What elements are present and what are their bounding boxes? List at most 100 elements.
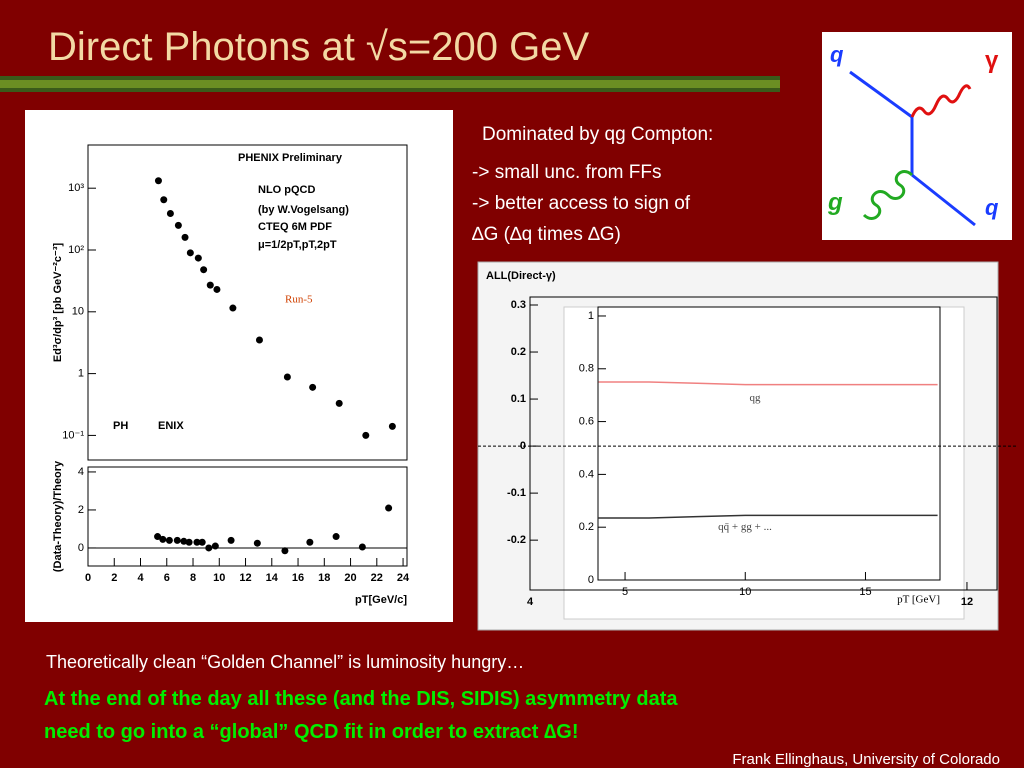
data-point [213,285,221,293]
x-tick-label: 5 [622,586,628,598]
data-point [180,537,188,545]
y-tick-label: 2 [78,504,84,516]
x-tick-label: 15 [859,586,871,598]
x-tick-label: 20 [344,572,356,584]
annotation: PHENIX Preliminary [238,152,343,164]
data-point [174,221,182,229]
photon-label: γ [985,47,999,74]
y-tick-label: 0.8 [579,363,594,375]
y-tick-label: 4 [78,466,84,478]
y-tick-label: -0.1 [507,487,526,499]
x-axis-label: pT[GeV/c] [355,594,407,606]
annotation: (by W.Vogelsang) [258,204,349,216]
x-tick-label: 10 [213,572,225,584]
plot-frame [529,296,998,591]
x-tick-label: 16 [292,572,304,584]
y-tick-label: 0.4 [579,468,594,480]
chart-title: ALL(Direct-γ) [486,270,556,282]
phenix-panel [25,110,453,622]
plot-frame [87,466,408,567]
annotation: PH [113,420,128,432]
data-point [194,254,202,262]
annotation: CTEQ 6M PDF [258,221,332,233]
footer: Frank Ellinghaus, University of Colorado [732,751,1000,768]
data-point [388,422,396,430]
data-point [211,542,219,550]
photon-line [910,84,972,118]
data-point [227,536,235,544]
y-tick-label: 1 [78,368,84,380]
quark-label: q [830,42,844,67]
x-tick-label: 14 [266,572,279,584]
y-axis-label: Ed³σ/dp³ [pb GeV⁻²c⁻³] [52,242,64,362]
data-point [154,177,162,185]
data-point [335,399,343,407]
data-point [253,539,261,547]
data-point [255,336,263,344]
heading: Dominated by qg Compton: [482,124,713,145]
bullet: -> small unc. from FFs [472,162,662,183]
title-bar-inner [0,80,780,88]
series-line [598,381,938,386]
y-axis-label: (Data-Theory)/Theory [52,460,64,572]
plot-frame [597,306,941,581]
data-point [200,266,208,274]
x-tick-label: 18 [318,572,330,584]
remark: Theoretically clean “Golden Channel” is … [46,652,524,672]
plot-frame [87,144,408,461]
feynman-box [822,32,1012,240]
data-point [206,281,214,289]
x-tick-label: 12 [239,572,251,584]
bullet: -> better access to sign of [472,193,691,214]
data-point [186,249,194,257]
data-point [332,533,340,541]
y-tick-label: 1 [588,310,594,322]
quark-label: q [985,195,999,220]
y-tick-label: 10² [68,244,84,256]
feynman-lines [849,70,976,227]
x-tick-label: 24 [397,572,410,584]
y-tick-label: 10 [72,306,84,318]
data-point [181,233,189,241]
data-point [309,383,317,391]
x-tick-label: 4 [137,572,144,584]
conclusion: need to go into a “global” QCD fit in or… [44,721,578,743]
x-axis-label: pT [GeV] [897,594,940,606]
data-point [193,538,201,546]
series-label: qq̄ + gg + ... [718,521,772,533]
data-point [159,535,167,543]
y-tick-label: 10³ [68,182,84,194]
y-tick-label: 0.6 [579,415,594,427]
data-point [229,304,237,312]
y-tick-label: 0.1 [511,393,526,405]
slide-title: Direct Photons at √s=200 GeV [48,25,589,69]
y-tick-label: -0.2 [507,534,526,546]
data-point [205,544,213,552]
series-line [598,514,938,519]
x-tick-label: 6 [164,572,170,584]
data-point [154,533,162,541]
data-point [173,536,181,544]
data-point [358,543,366,551]
x-tick-label: 22 [371,572,383,584]
y-tick-label: 0.2 [579,521,594,533]
data-point [385,504,393,512]
y-tick-label: 0 [588,574,594,586]
bullet: ∆G (∆q times ∆G) [472,224,621,245]
data-point [185,538,193,546]
gluon-label: g [827,189,843,216]
annotation: μ=1/2pT,pT,2pT [258,239,337,251]
data-point [283,373,291,381]
x-tick-label: 12 [961,596,973,608]
x-tick-label: 8 [190,572,196,584]
x-tick-label: 10 [739,586,751,598]
x-tick-label: 0 [85,572,91,584]
y-tick-label: 0.3 [511,299,526,311]
annotation: NLO pQCD [258,184,315,196]
data-point [362,431,370,439]
x-tick-label: 4 [527,596,534,608]
y-tick-label: 0 [520,440,526,452]
